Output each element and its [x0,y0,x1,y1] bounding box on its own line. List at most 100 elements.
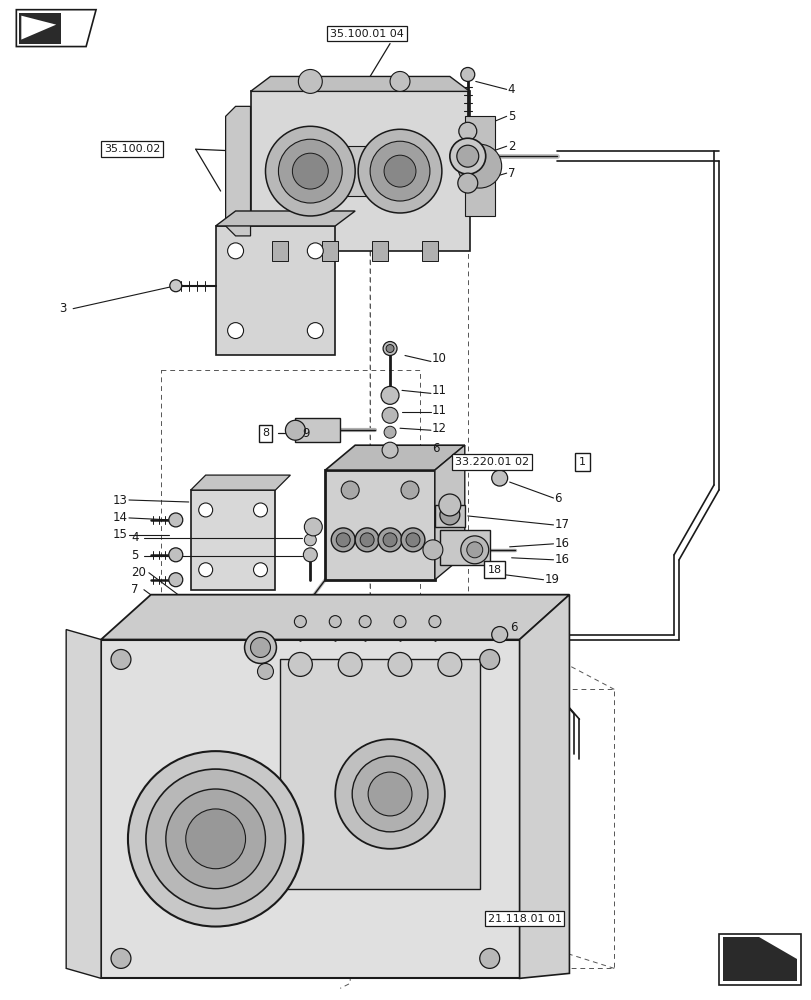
Circle shape [360,533,374,547]
Polygon shape [16,10,96,47]
Polygon shape [216,211,354,226]
Circle shape [328,616,341,628]
Circle shape [336,533,350,547]
Circle shape [304,518,322,536]
Circle shape [257,663,273,679]
Circle shape [253,503,267,517]
Circle shape [304,534,316,546]
Circle shape [479,649,499,669]
Text: 9: 9 [302,427,310,440]
Circle shape [491,627,507,643]
Circle shape [352,756,427,832]
Circle shape [341,481,358,499]
Circle shape [382,407,397,423]
Bar [325,470,435,580]
Circle shape [146,769,285,909]
Circle shape [303,548,317,562]
Circle shape [169,548,182,562]
Circle shape [378,528,401,552]
Circle shape [401,481,418,499]
Circle shape [367,772,411,816]
Text: 16: 16 [554,553,569,566]
Circle shape [384,155,415,187]
Polygon shape [21,16,56,40]
Polygon shape [19,13,61,44]
Bar [322,241,338,261]
Circle shape [227,243,243,259]
Circle shape [358,129,441,213]
Circle shape [111,948,131,968]
Circle shape [111,649,131,669]
Bar [295,418,340,442]
Text: 10: 10 [431,352,446,365]
Circle shape [380,386,398,404]
Circle shape [199,503,212,517]
Circle shape [491,470,507,486]
Circle shape [423,540,442,560]
Polygon shape [519,595,569,978]
Circle shape [251,638,270,657]
Circle shape [393,616,406,628]
Circle shape [169,513,182,527]
Text: 18: 18 [487,565,501,575]
Circle shape [466,542,483,558]
Circle shape [292,153,328,189]
Text: 11: 11 [431,404,446,417]
Text: 19: 19 [544,573,559,586]
Circle shape [457,144,501,188]
Text: 12: 12 [431,422,446,435]
Text: 7: 7 [507,167,514,180]
Circle shape [307,243,323,259]
Bar [371,241,388,261]
Text: 13: 13 [113,494,127,507]
Circle shape [331,528,354,552]
Text: 7: 7 [131,583,138,596]
Circle shape [285,420,305,440]
Text: 35.100.01 04: 35.100.01 04 [330,29,404,39]
Circle shape [458,122,476,140]
Circle shape [382,442,397,458]
Circle shape [439,494,461,516]
Bar [272,241,288,261]
Text: 4: 4 [507,83,514,96]
Text: 35.100.02: 35.100.02 [104,144,161,154]
Bar [718,934,800,985]
Polygon shape [251,76,470,91]
Circle shape [461,536,488,564]
Circle shape [298,69,322,93]
Polygon shape [191,475,290,490]
Bar [464,116,494,216]
Text: 8: 8 [262,428,268,438]
Circle shape [278,139,341,203]
Circle shape [461,67,474,81]
Text: 16: 16 [554,537,569,550]
Circle shape [440,505,459,525]
Circle shape [437,652,461,676]
Circle shape [244,632,276,663]
Circle shape [358,616,371,628]
Bar [440,530,489,565]
Polygon shape [225,106,251,236]
Circle shape [169,280,182,292]
Circle shape [388,652,411,676]
Circle shape [169,573,182,587]
Text: 6: 6 [431,442,439,455]
Bar [216,226,335,355]
Polygon shape [101,595,569,640]
Circle shape [383,533,397,547]
Circle shape [227,323,243,339]
Circle shape [370,141,429,201]
Polygon shape [66,630,101,978]
Text: 2: 2 [507,140,514,153]
Polygon shape [251,91,470,251]
Bar [280,659,479,889]
Circle shape [385,345,393,353]
Circle shape [199,563,212,577]
Text: 6: 6 [554,492,561,505]
Circle shape [338,652,362,676]
Circle shape [457,145,478,167]
Bar [435,505,464,527]
Circle shape [186,809,245,869]
Bar [101,640,519,978]
Circle shape [457,173,477,193]
